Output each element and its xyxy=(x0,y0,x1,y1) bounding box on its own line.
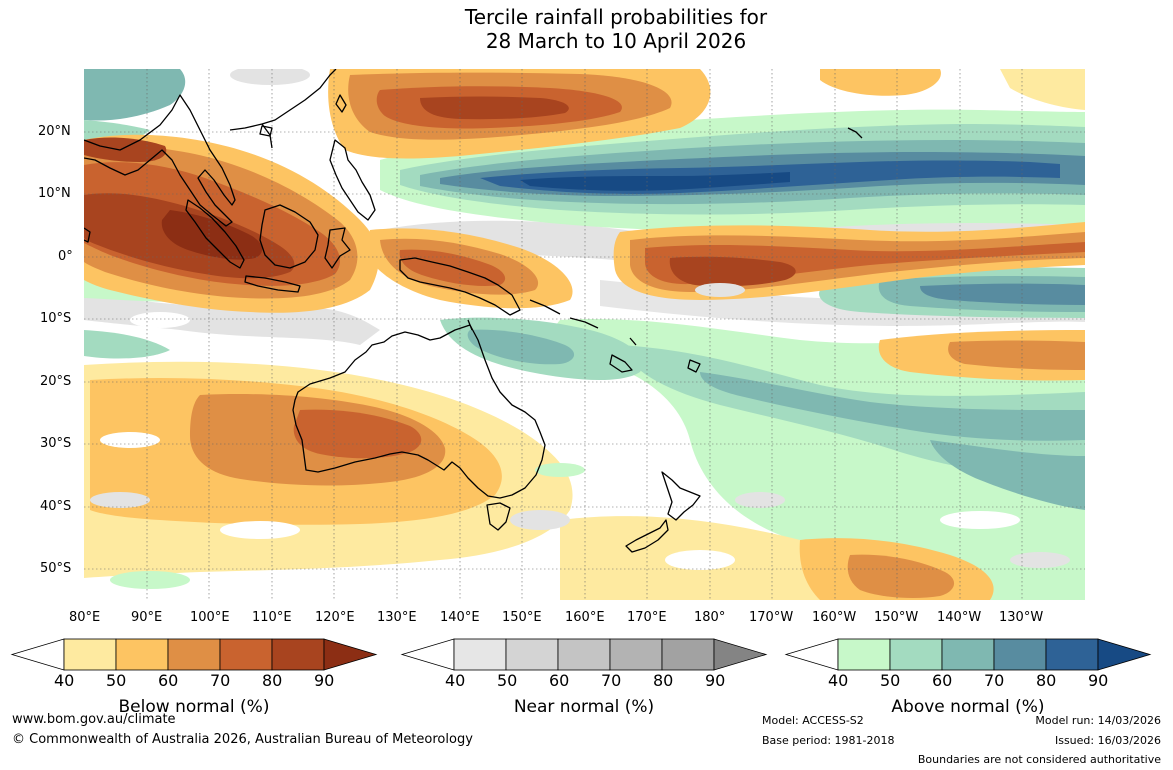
colorbar-box xyxy=(167,638,221,671)
footer-model: Model: ACCESS-S2 xyxy=(762,714,864,727)
colorbar-box xyxy=(453,638,507,671)
colorbar-above-title: Above normal (%) xyxy=(891,697,1045,717)
lon-label-170e: 170°E xyxy=(627,610,667,625)
colorbar-left-arrow xyxy=(10,638,65,671)
colorbar-near-title: Near normal (%) xyxy=(513,697,655,717)
lon-label-140e: 140°E xyxy=(440,610,480,625)
cbar-near-tick: 80 xyxy=(653,671,674,690)
colorbar-below-title: Below normal (%) xyxy=(118,697,270,717)
cbar-above-tick: 60 xyxy=(932,671,953,690)
lon-label-160e: 160°E xyxy=(565,610,605,625)
cbar-near-tick: 90 xyxy=(705,671,726,690)
colorbar-box xyxy=(661,638,715,671)
lon-label-170w: 170°W xyxy=(749,610,794,625)
new-zealand-south-outline xyxy=(625,519,669,553)
lon-label-100e: 100°E xyxy=(190,610,230,625)
lon-label-140w: 140°W xyxy=(937,610,982,625)
map-title: Tercile rainfall probabilities for 28 Ma… xyxy=(0,5,1173,53)
footer-base-period: Base period: 1981-2018 xyxy=(762,734,895,747)
new-guinea-outline xyxy=(399,257,521,316)
footer-copyright: © Commonwealth of Australia 2026, Austra… xyxy=(12,732,473,747)
australia-outline xyxy=(292,324,546,499)
lat-label-20s: 20°S xyxy=(40,374,72,389)
lon-label-120e: 120°E xyxy=(315,610,355,625)
footer-disclaimer: Boundaries are not considered authoritat… xyxy=(917,753,1161,766)
colorbars xyxy=(10,638,1152,671)
lat-label-20n: 20°N xyxy=(38,124,71,139)
cbar-near-tick: 40 xyxy=(445,671,466,690)
graticule xyxy=(84,69,1085,600)
colorbar-left-arrow xyxy=(784,638,839,671)
lon-label-160w: 160°W xyxy=(812,610,857,625)
cbar-above-tick: 40 xyxy=(828,671,849,690)
lon-label-130w: 130°W xyxy=(999,610,1044,625)
sulawesi-outline xyxy=(324,227,351,269)
colorbar-box xyxy=(505,638,559,671)
noise-blotches xyxy=(90,69,1070,589)
cbar-above-tick: 90 xyxy=(1088,671,1109,690)
cbar-below-tick: 80 xyxy=(262,671,283,690)
cbar-below-tick: 70 xyxy=(210,671,231,690)
title-line-1: Tercile rainfall probabilities for xyxy=(464,5,768,29)
colorbar-right-arrow xyxy=(713,638,768,671)
colorbar-box xyxy=(63,638,117,671)
colorbar-box xyxy=(889,638,943,671)
lon-label-150e: 150°E xyxy=(502,610,542,625)
colorbar-box xyxy=(115,638,169,671)
cbar-below-tick: 90 xyxy=(314,671,335,690)
cbar-below-tick: 40 xyxy=(54,671,75,690)
cbar-above-tick: 50 xyxy=(880,671,901,690)
tasmania-outline xyxy=(486,502,511,531)
colorbar-box xyxy=(941,638,995,671)
colorbar-box xyxy=(271,638,325,671)
cbar-near-tick: 60 xyxy=(549,671,570,690)
lat-label-0: 0° xyxy=(58,249,73,264)
map-field xyxy=(84,69,1085,600)
colorbar-near-normal xyxy=(400,638,768,671)
cbar-above-tick: 80 xyxy=(1036,671,1057,690)
lon-label-180: 180° xyxy=(694,610,726,625)
borneo-outline xyxy=(259,204,319,269)
footer-issued: Issued: 16/03/2026 xyxy=(1054,734,1161,747)
colorbar-above-normal xyxy=(784,638,1152,671)
lon-label-80e: 80°E xyxy=(69,610,101,625)
colorbar-below-normal xyxy=(10,638,378,671)
cbar-near-tick: 70 xyxy=(601,671,622,690)
lon-label-150w: 150°W xyxy=(874,610,919,625)
coastlines xyxy=(84,69,863,553)
colorbar-box xyxy=(993,638,1047,671)
lon-label-90e: 90°E xyxy=(131,610,163,625)
lat-label-30s: 30°S xyxy=(40,436,72,451)
cbar-above-tick: 70 xyxy=(984,671,1005,690)
colorbar-left-arrow xyxy=(400,638,455,671)
lat-label-10n: 10°N xyxy=(38,186,71,201)
lon-label-110e: 110°E xyxy=(252,610,292,625)
lat-label-10s: 10°S xyxy=(40,311,72,326)
cbar-below-tick: 60 xyxy=(158,671,179,690)
colorbar-right-arrow xyxy=(323,638,378,671)
lat-label-40s: 40°S xyxy=(40,499,72,514)
sumatra-outline xyxy=(185,199,245,269)
colorbar-box xyxy=(557,638,611,671)
footer-model-run: Model run: 14/03/2026 xyxy=(1035,714,1161,727)
colorbar-box xyxy=(1045,638,1099,671)
colorbar-box xyxy=(837,638,891,671)
se-asia-outline xyxy=(84,94,236,227)
philippines-outline xyxy=(329,139,376,221)
colorbar-box xyxy=(219,638,273,671)
cbar-below-tick: 50 xyxy=(106,671,127,690)
title-line-2: 28 March to 10 April 2026 xyxy=(485,29,747,53)
above-normal-indian-ocean-north xyxy=(84,69,186,121)
colorbar-box xyxy=(609,638,663,671)
java-outline xyxy=(244,275,301,293)
new-zealand-north-outline xyxy=(661,471,701,521)
lat-label-50s: 50°S xyxy=(40,561,72,576)
footer-url[interactable]: www.bom.gov.au/climate xyxy=(12,712,176,727)
colorbar-right-arrow xyxy=(1097,638,1152,671)
cbar-near-tick: 50 xyxy=(497,671,518,690)
lon-label-130e: 130°E xyxy=(377,610,417,625)
